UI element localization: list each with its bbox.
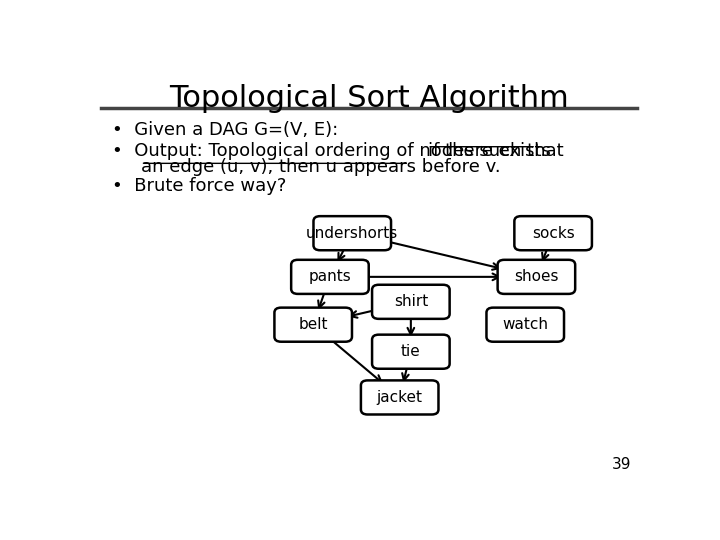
- FancyBboxPatch shape: [313, 216, 391, 250]
- Text: jacket: jacket: [377, 390, 423, 405]
- Text: belt: belt: [299, 317, 328, 332]
- Text: •  Given a DAG G=(V, E):: • Given a DAG G=(V, E):: [112, 121, 338, 139]
- Text: shirt: shirt: [394, 294, 428, 309]
- Text: Topological Sort Algorithm: Topological Sort Algorithm: [169, 84, 569, 112]
- Text: tie: tie: [401, 344, 420, 359]
- FancyBboxPatch shape: [291, 260, 369, 294]
- FancyBboxPatch shape: [372, 285, 449, 319]
- Text: if there exists: if there exists: [428, 141, 551, 160]
- FancyBboxPatch shape: [498, 260, 575, 294]
- FancyBboxPatch shape: [514, 216, 592, 250]
- Text: •  Brute force way?: • Brute force way?: [112, 177, 287, 195]
- Text: socks: socks: [532, 226, 575, 241]
- Text: pants: pants: [309, 269, 351, 285]
- FancyBboxPatch shape: [372, 335, 449, 369]
- Text: shoes: shoes: [514, 269, 559, 285]
- Text: 39: 39: [612, 457, 631, 472]
- Text: undershorts: undershorts: [306, 226, 398, 241]
- Text: watch: watch: [503, 317, 548, 332]
- FancyBboxPatch shape: [361, 380, 438, 415]
- FancyBboxPatch shape: [274, 308, 352, 342]
- Text: an edge (u, v), then u appears before v.: an edge (u, v), then u appears before v.: [141, 158, 501, 177]
- FancyBboxPatch shape: [487, 308, 564, 342]
- Text: •  Output: Topological ordering of nodes such that: • Output: Topological ordering of nodes …: [112, 141, 570, 160]
